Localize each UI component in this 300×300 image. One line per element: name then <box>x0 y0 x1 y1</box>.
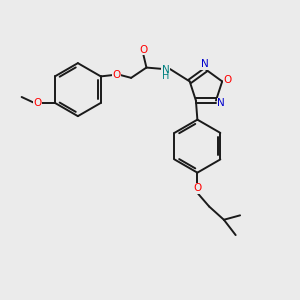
Text: H: H <box>162 71 169 81</box>
Text: N: N <box>162 65 170 76</box>
Text: O: O <box>34 98 42 108</box>
Text: O: O <box>224 75 232 85</box>
Text: O: O <box>112 70 121 80</box>
Text: N: N <box>201 59 208 69</box>
Text: O: O <box>194 183 202 193</box>
Text: O: O <box>140 45 148 55</box>
Text: N: N <box>218 98 225 109</box>
